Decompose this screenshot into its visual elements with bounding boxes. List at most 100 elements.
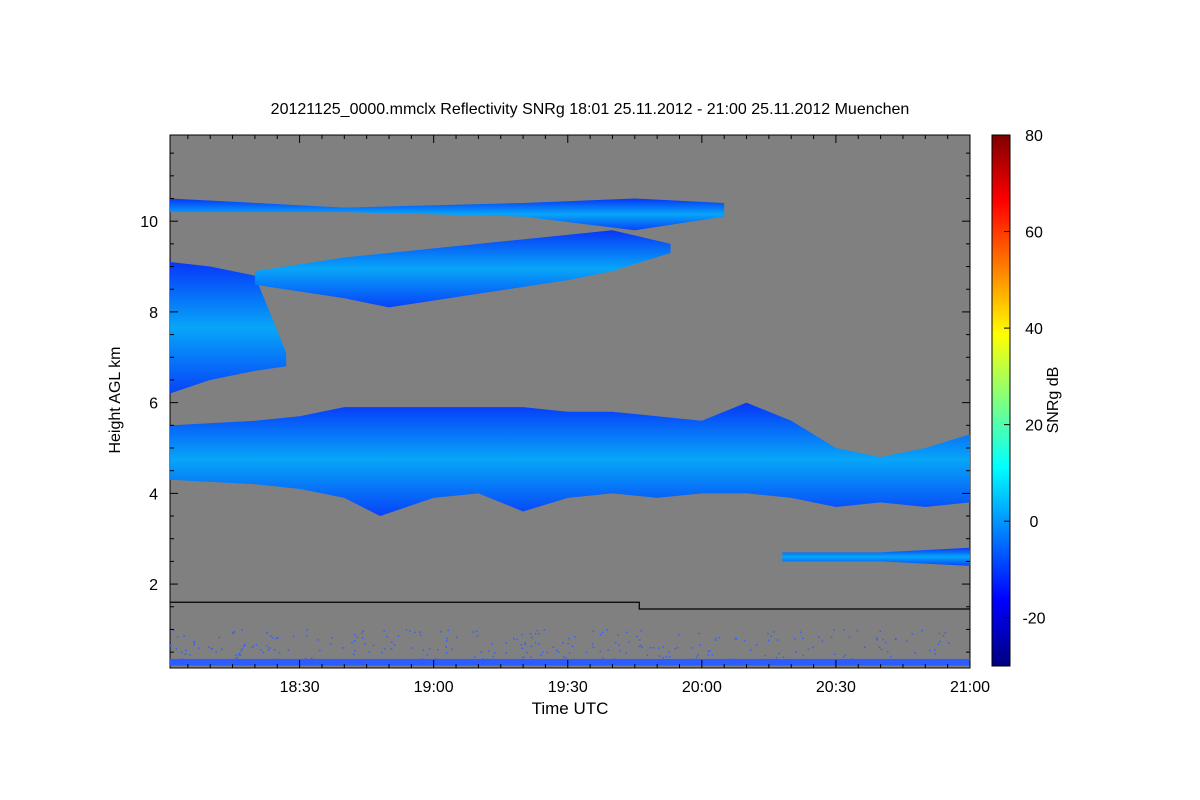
clutter-dot: [446, 637, 448, 640]
x-tick-label: 19:30: [548, 679, 588, 696]
clutter-dot: [778, 652, 780, 655]
clutter-dot: [262, 651, 264, 654]
clutter-dot: [691, 647, 694, 649]
clutter-dot: [538, 633, 540, 635]
clutter-dot: [252, 645, 255, 647]
clutter-dot: [882, 638, 885, 641]
clutter-band: [170, 658, 970, 666]
clutter-dot: [384, 648, 386, 650]
clutter-dot: [585, 651, 588, 654]
clutter-dot: [879, 630, 881, 632]
clutter-dot: [436, 648, 439, 651]
clutter-dot: [802, 637, 804, 640]
clutter-dot: [235, 654, 237, 657]
clutter-dot: [241, 648, 243, 650]
y-tick-label: 8: [149, 305, 158, 322]
clutter-dot: [170, 644, 172, 646]
clutter-dot: [221, 648, 223, 650]
clutter-dot: [843, 629, 845, 631]
clutter-dot: [364, 643, 366, 645]
clutter-dot: [640, 630, 643, 632]
clutter-dot: [914, 652, 916, 654]
clutter-dot: [360, 632, 363, 634]
clutter-dot: [411, 647, 413, 649]
clutter-dot: [749, 649, 752, 651]
clutter-dot: [641, 646, 643, 649]
x-axis-label: Time UTC: [532, 699, 609, 718]
clutter-dot: [856, 629, 859, 632]
y-tick-label: 10: [140, 214, 158, 231]
clutter-dot: [277, 637, 279, 639]
colorbar: [991, 134, 1011, 667]
clutter-dot: [807, 648, 810, 651]
colorbar-ticks: -20 0 20 40 60 80: [1004, 128, 1046, 628]
clutter-dot: [733, 658, 736, 660]
clutter-dot: [864, 646, 866, 648]
y-axis: 2 4 6 8 10: [140, 152, 970, 653]
surface-clutter: [170, 629, 970, 666]
clutter-dot: [513, 637, 515, 640]
clutter-dot: [887, 651, 889, 653]
clutter-dot: [592, 646, 594, 648]
clutter-dot: [571, 645, 574, 648]
clutter-dot: [409, 630, 411, 632]
clutter-dot: [236, 656, 238, 659]
clutter-dot: [937, 643, 940, 645]
clutter-dot: [447, 629, 449, 632]
clutter-dot: [906, 640, 908, 642]
clutter-dot: [175, 648, 178, 650]
clutter-dot: [488, 650, 490, 652]
clutter-dot: [208, 646, 210, 649]
colorbar-tick-label: 60: [1025, 225, 1043, 242]
clutter-dot: [735, 638, 738, 640]
clutter-dot: [445, 646, 447, 648]
clutter-dot: [538, 643, 540, 645]
clutter-dot: [269, 647, 271, 649]
clutter-dot: [428, 648, 431, 650]
clutter-dot: [170, 645, 172, 647]
clutter-dot: [493, 652, 496, 654]
x-tick-label: 21:00: [950, 679, 990, 696]
cloud-layers: [170, 198, 970, 566]
clutter-dot: [714, 639, 717, 641]
clutter-dot: [311, 657, 313, 659]
clutter-dot: [770, 635, 772, 637]
clutter-dot: [599, 650, 601, 653]
clutter-dot: [218, 636, 220, 639]
clutter-dot: [287, 649, 290, 651]
clutter-dot: [875, 637, 878, 639]
clutter-dot: [526, 651, 528, 654]
cloud-layer-lower-cloud: [170, 402, 970, 517]
clutter-dot: [698, 632, 700, 635]
clutter-dot: [362, 637, 364, 639]
clutter-dot: [850, 658, 853, 660]
clutter-dot: [693, 658, 695, 661]
clutter-dot: [342, 647, 344, 649]
clutter-dot: [535, 632, 537, 635]
x-tick-label: 19:00: [414, 679, 454, 696]
clutter-dot: [707, 650, 709, 652]
clutter-dot: [372, 644, 375, 647]
clutter-dot: [669, 656, 671, 658]
clutter-dot: [475, 630, 478, 632]
clutter-dot: [523, 656, 525, 658]
clutter-dot: [304, 657, 307, 660]
clutter-dot: [356, 636, 358, 639]
clutter-dot: [386, 635, 388, 638]
clutter-dot: [505, 652, 507, 654]
clutter-dot: [842, 656, 845, 658]
clutter-dot: [267, 649, 270, 651]
clutter-dot: [183, 635, 185, 637]
clutter-dot: [391, 641, 393, 643]
clutter-dot: [676, 647, 679, 649]
clutter-dot: [243, 645, 245, 647]
clutter-dot: [942, 635, 945, 637]
clutter-dot: [767, 632, 769, 635]
clutter-dot: [215, 651, 217, 653]
clutter-dot: [522, 656, 524, 659]
clutter-dot: [266, 632, 268, 634]
clutter-dot: [421, 658, 424, 660]
clutter-dot: [306, 635, 308, 637]
clutter-dot: [574, 636, 576, 638]
clutter-dot: [434, 658, 436, 660]
